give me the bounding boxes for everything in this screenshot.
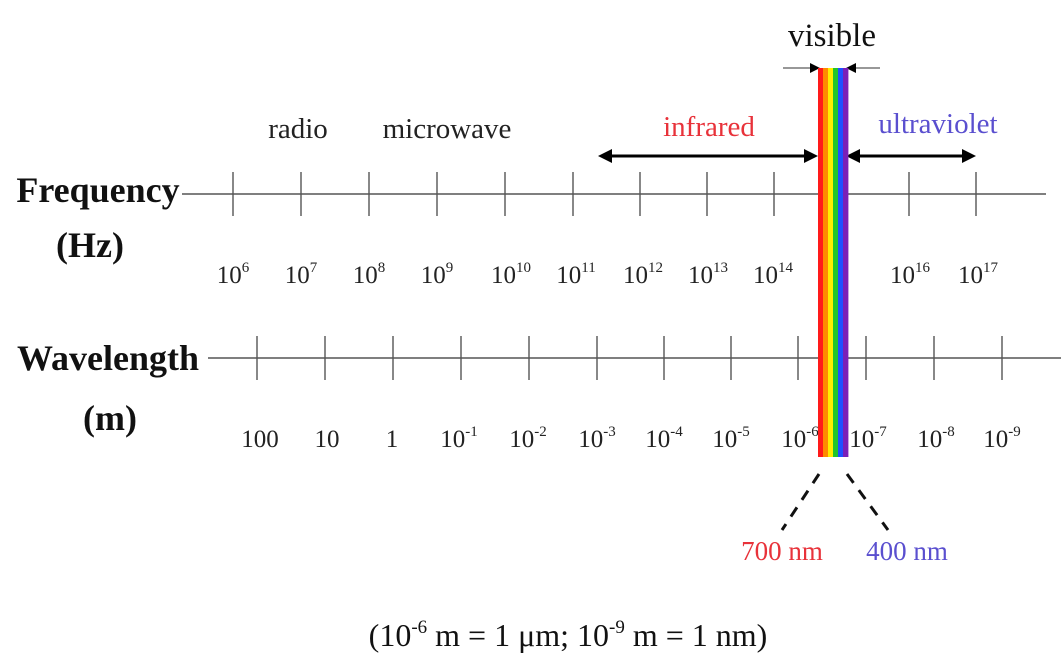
wavelength-tick-label-base: 1 <box>386 426 399 453</box>
wavelength-tick-label-base: 10 <box>781 426 806 453</box>
footnote-open: (10 <box>369 617 412 653</box>
wavelength-axis-ticks <box>256 336 1003 380</box>
wavelength-tick-label-exponent: -4 <box>670 424 683 440</box>
wavelength-tick-label: 10-7 <box>849 424 887 453</box>
spectrum-stripe <box>838 68 844 457</box>
wavelength-tick-label-exponent: -2 <box>534 424 547 440</box>
wavelength-tick-label: 1 <box>386 426 399 453</box>
wavelength-tick-label-base: 100 <box>241 426 279 453</box>
wavelength-tick-label: 10 <box>315 426 340 453</box>
violet-limit-guide <box>845 473 890 531</box>
spectrum-stripe <box>823 68 829 457</box>
frequency-tick-label-base: 10 <box>688 262 713 289</box>
frequency-tick-label-base: 10 <box>421 262 446 289</box>
wavelength-tick-label-exponent: -9 <box>1008 424 1021 440</box>
wavelength-tick-label: 10-1 <box>440 424 478 453</box>
wavelength-tick-label-base: 10 <box>509 426 534 453</box>
wavelength-tick-label-exponent: -3 <box>603 424 616 440</box>
frequency-tick-label: 1012 <box>623 260 663 289</box>
spectrum-stripe <box>833 68 839 457</box>
frequency-tick-label: 109 <box>421 260 454 289</box>
wavelength-tick-label: 10-9 <box>983 424 1021 453</box>
frequency-tick-label-base: 10 <box>753 262 778 289</box>
red-limit-guide <box>780 473 821 531</box>
wavelength-tick-label-base: 10 <box>983 426 1008 453</box>
band-label-ultraviolet: ultraviolet <box>878 108 997 140</box>
wavelength-axis-unit: (m) <box>83 398 137 438</box>
band-label-microwave: microwave <box>383 113 512 145</box>
wavelength-tick-label-base: 10 <box>315 426 340 453</box>
frequency-tick-label-exponent: 6 <box>242 260 250 276</box>
frequency-tick-label-exponent: 17 <box>983 260 999 276</box>
wavelength-axis-title: Wavelength <box>17 338 199 378</box>
frequency-tick-label: 1017 <box>958 260 999 289</box>
wavelength-tick-label-base: 10 <box>440 426 465 453</box>
ultraviolet-range-arrow <box>846 149 976 163</box>
wavelength-tick-label-exponent: -8 <box>942 424 955 440</box>
frequency-tick-label: 1011 <box>556 260 595 289</box>
visible-label: visible <box>788 18 876 54</box>
visible-bracket <box>783 63 880 73</box>
violet-limit-label: 400 nm <box>866 536 948 566</box>
frequency-tick-label: 1014 <box>753 260 794 289</box>
wavelength-tick-label: 10-5 <box>712 424 750 453</box>
frequency-tick-label-exponent: 14 <box>778 260 794 276</box>
footnote-exp-2: -9 <box>609 617 625 638</box>
frequency-tick-label-exponent: 16 <box>915 260 931 276</box>
frequency-tick-label: 1013 <box>688 260 728 289</box>
frequency-axis-unit: (Hz) <box>56 225 124 265</box>
frequency-tick-label-exponent: 13 <box>713 260 728 276</box>
frequency-tick-label: 1016 <box>890 260 931 289</box>
wavelength-tick-label-base: 10 <box>645 426 670 453</box>
wavelength-tick-label-exponent: -1 <box>465 424 478 440</box>
wavelength-tick-label: 10-4 <box>645 424 683 453</box>
footnote-middle: m = 1 μm; 10 <box>427 617 609 653</box>
footnote-end: m = 1 nm) <box>625 617 767 653</box>
spectrum-stripe <box>828 68 834 457</box>
wavelength-tick-label: 10-3 <box>578 424 616 453</box>
frequency-tick-label-exponent: 7 <box>310 260 318 276</box>
band-label-infrared: infrared <box>663 111 755 143</box>
wavelength-tick-label-base: 10 <box>578 426 603 453</box>
spectrum-stripe <box>818 68 824 457</box>
frequency-tick-label-base: 10 <box>958 262 983 289</box>
frequency-axis-title: Frequency <box>16 170 179 210</box>
footnote-exp-1: -6 <box>411 617 427 638</box>
wavelength-tick-label-exponent: -5 <box>737 424 750 440</box>
wavelength-tick-label-base: 10 <box>917 426 942 453</box>
frequency-tick-label-exponent: 12 <box>648 260 663 276</box>
frequency-tick-label-base: 10 <box>556 262 581 289</box>
frequency-tick-label: 107 <box>285 260 318 289</box>
wavelength-tick-label-base: 10 <box>712 426 737 453</box>
frequency-tick-label: 108 <box>353 260 386 289</box>
frequency-tick-label-base: 10 <box>285 262 310 289</box>
wavelength-tick-label-exponent: -7 <box>874 424 887 440</box>
wavelength-tick-label-exponent: -6 <box>806 424 819 440</box>
frequency-tick-label-exponent: 9 <box>446 260 454 276</box>
frequency-tick-label: 106 <box>217 260 250 289</box>
wavelength-tick-label: 100 <box>241 426 279 453</box>
visible-spectrum-band <box>818 68 849 457</box>
frequency-tick-label-base: 10 <box>623 262 648 289</box>
frequency-tick-label-base: 10 <box>353 262 378 289</box>
frequency-tick-label-base: 10 <box>890 262 915 289</box>
wavelength-tick-label: 10-2 <box>509 424 547 453</box>
frequency-axis-labels: 106 107 108 109 1010 1011 1012 1013 1014 1016 1017 <box>217 260 999 289</box>
red-limit-label: 700 nm <box>741 536 823 566</box>
frequency-tick-label-exponent: 8 <box>378 260 386 276</box>
frequency-tick-label-base: 10 <box>217 262 242 289</box>
wavelength-tick-label-base: 10 <box>849 426 874 453</box>
frequency-tick-label-exponent: 10 <box>516 260 531 276</box>
frequency-tick-label: 1010 <box>491 260 531 289</box>
wavelength-tick-label: 10-6 <box>781 424 819 453</box>
wavelength-tick-label: 10-8 <box>917 424 955 453</box>
spectrum-stripe <box>843 68 849 457</box>
infrared-range-arrow <box>598 149 818 163</box>
wavelength-axis-labels: 100 10 1 10-1 10-2 10-3 10-4 10-5 10-6 10-7 10-8 10… <box>241 424 1021 453</box>
band-label-radio: radio <box>268 113 328 145</box>
unit-footnote: (10-6 m = 1 μm; 10-9 m = 1 nm) <box>369 617 768 653</box>
frequency-tick-label-base: 10 <box>491 262 516 289</box>
frequency-tick-label-exponent: 11 <box>581 260 595 276</box>
